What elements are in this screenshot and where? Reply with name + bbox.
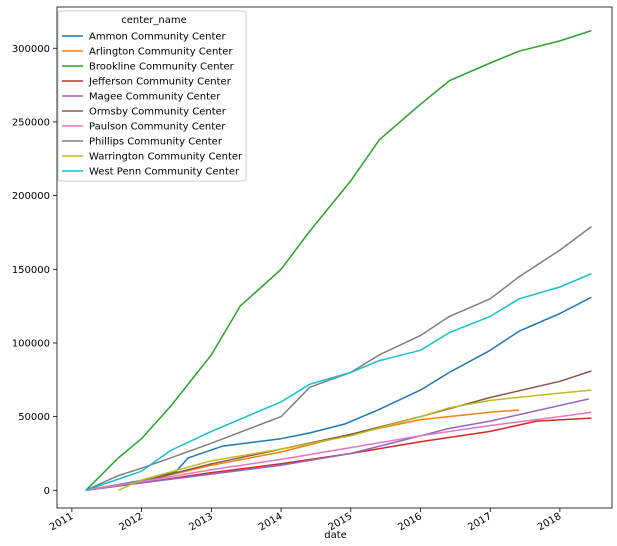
legend-entry-label: Brookline Community Center xyxy=(89,62,235,73)
plot-area xyxy=(56,6,613,509)
x-tick-label: 2017 xyxy=(466,511,494,533)
y-tick-label: 300000 xyxy=(12,44,50,55)
series-line xyxy=(85,411,592,492)
series-line xyxy=(85,225,592,491)
x-axis: 2011 2012 2013 2014 2015 2016 2017 2018 xyxy=(48,508,564,533)
x-tick-label: 2013 xyxy=(187,511,215,533)
x-axis-title: date xyxy=(324,530,347,541)
y-axis: 0 50000 100000 150000 200000 250000 300000 xyxy=(12,44,57,497)
legend-title: center_name xyxy=(121,15,187,26)
y-tick-label: 0 xyxy=(44,486,50,497)
series-line xyxy=(85,398,589,492)
x-tick-label: 2012 xyxy=(118,511,146,533)
y-tick-label: 200000 xyxy=(12,191,50,202)
legend-entry-label: Magee Community Center xyxy=(89,92,221,103)
series-line xyxy=(85,417,592,492)
legend-entry-label: Warrington Community Center xyxy=(89,152,243,163)
legend-entry-label: West Penn Community Center xyxy=(89,167,240,178)
x-tick-label: 2014 xyxy=(257,511,285,533)
y-tick-label: 50000 xyxy=(18,412,50,423)
legend-entry-label: Ammon Community Center xyxy=(89,32,227,43)
legend: center_name Ammon Community Center Arlingt… xyxy=(57,10,247,182)
y-tick-label: 250000 xyxy=(12,117,50,128)
y-tick-label: 150000 xyxy=(12,265,50,276)
legend-entry-label: Phillips Community Center xyxy=(89,137,223,148)
legend-entry-label: Paulson Community Center xyxy=(89,122,226,133)
series-line xyxy=(117,389,592,491)
plot-frame xyxy=(56,6,613,509)
series-line xyxy=(85,370,592,492)
legend-frame xyxy=(57,10,247,182)
x-tick-label: 2018 xyxy=(536,511,564,533)
x-tick-label: 2016 xyxy=(396,511,424,533)
series-line xyxy=(85,29,592,491)
series-line xyxy=(85,273,592,492)
series-line xyxy=(85,296,592,492)
legend-entry-label: Jefferson Community Center xyxy=(88,77,232,88)
legend-entry-label: Ormsby Community Center xyxy=(89,107,227,118)
y-tick-label: 100000 xyxy=(12,338,50,349)
legend-entry-label: Arlington Community Center xyxy=(89,47,233,58)
x-tick-label: 2011 xyxy=(48,511,76,533)
